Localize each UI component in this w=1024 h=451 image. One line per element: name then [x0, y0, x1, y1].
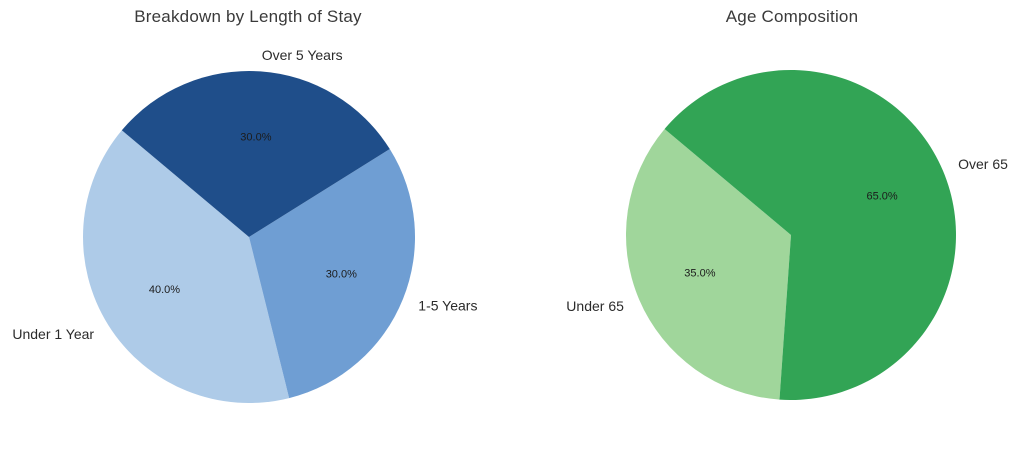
pie-slice-under-65 — [625, 128, 791, 400]
length-of-stay-pie-chart: Breakdown by Length of Stay 40.0% Under 1… — [12, 7, 477, 403]
age-composition-pie: 35.0% Under 65 65.0% Over 65 — [566, 70, 1008, 401]
pie-category-label-1-5-years: 1-5 Years — [418, 297, 477, 313]
pie-category-label-over-5-years: Over 5 Years — [262, 47, 343, 63]
pie-percent-label-1-5-years: 30.0% — [326, 268, 357, 280]
pie-slice-1-5-years — [249, 149, 416, 399]
pie-category-label-under-1-year: Under 1 Year — [12, 326, 94, 342]
length-of-stay-chart-title: Breakdown by Length of Stay — [134, 7, 362, 26]
pie-category-label-over-65: Over 65 — [958, 156, 1008, 172]
age-composition-pie-chart: Age Composition 35.0% Under 65 65.0% Over 6… — [512, 0, 1024, 451]
pie-slice-over-5-years — [121, 70, 390, 238]
age-composition-chart-title: Age Composition — [725, 7, 859, 26]
length-of-stay-pie: 40.0% Under 1 Year 30.0% 1-5 Years 30.0% Over… — [12, 47, 477, 403]
pie-slice-under-1-year — [83, 130, 290, 403]
pie-percent-label-under-1-year: 40.0% — [149, 284, 180, 296]
pie-category-label-under-65: Under 65 — [566, 298, 624, 314]
pie-slice-over-65 — [664, 70, 956, 401]
pie-percent-label-over-5-years: 30.0% — [240, 132, 271, 144]
pie-percent-label-under-65: 35.0% — [684, 268, 715, 280]
pie-percent-label-over-65: 65.0% — [866, 190, 897, 202]
